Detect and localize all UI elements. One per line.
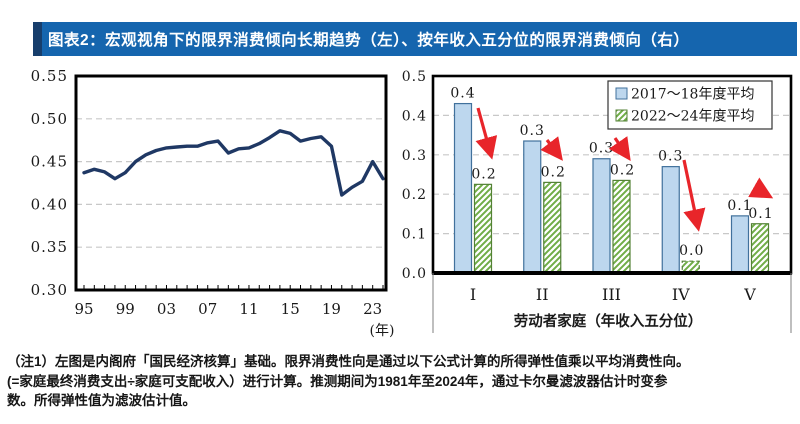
left-line-chart: 0.55 0.50 0.45 0.40 0.35 0.30 95 99 03 07 11 15 19 23…	[31, 67, 395, 339]
bar-2017-18-V	[730, 215, 750, 274]
svg-text:V: V	[743, 285, 756, 304]
bar-2017-18-III	[592, 158, 611, 274]
svg-text:II: II	[536, 285, 549, 304]
trend-arrow	[748, 177, 774, 199]
bar-2017-18-I	[453, 102, 473, 274]
x-axis-title: 劳动者家庭（年收入五分位）	[514, 312, 703, 330]
right-bar-chart: 0.50.40.30.20.10.00.40.20.30.20.30.20.30…	[402, 69, 793, 333]
bar-2022-24-II	[543, 181, 562, 274]
value-label: 0.3	[658, 149, 683, 165]
trend-arrow	[475, 107, 498, 160]
svg-text:0.50: 0.50	[31, 110, 68, 128]
svg-text:IV: IV	[672, 285, 690, 304]
x-axis-unit-label: (年)	[370, 323, 395, 339]
legend-label-2017-18: 2017～18年度平均	[631, 87, 754, 103]
legend: 2017～18年度平均 2022～24年度平均	[607, 80, 773, 130]
y-axis-labels: 0.55 0.50 0.45 0.40 0.35 0.30	[31, 67, 68, 299]
bar-2017-18-IV	[661, 166, 680, 274]
trend-arrow	[540, 136, 563, 161]
x-axis-labels: 95 99 03 07 11 15 19 23	[74, 300, 382, 318]
trend-arrow	[682, 159, 706, 232]
svg-text:0.45: 0.45	[31, 153, 68, 171]
footnote-line-2: (=家庭最终消费支出÷家庭可支配收入）进行计算。推测期间为1981年至2024年…	[7, 373, 668, 389]
value-label: 0.3	[589, 141, 614, 157]
trend-arrows	[475, 107, 774, 232]
legend-swatch-2022-24	[615, 109, 628, 122]
category-labels: I II III IV V	[470, 285, 756, 304]
value-label: 0.1	[727, 198, 752, 214]
y-axis-labels: 0.5 0.4 0.3 0.2 0.1 0.0	[402, 69, 427, 282]
bars: 0.4 0.2 0.3 0.2 0.3 0.2 0.3 0.0 0.10.1	[450, 86, 773, 274]
trend-arrow	[608, 136, 631, 161]
svg-text:I: I	[470, 285, 476, 304]
svg-text:99: 99	[116, 300, 135, 318]
svg-text:0.2: 0.2	[402, 187, 427, 203]
svg-text:23: 23	[363, 300, 382, 318]
plot-border	[74, 74, 388, 292]
line-series	[82, 129, 385, 197]
svg-text:0.0: 0.0	[402, 266, 427, 282]
svg-text:0.1: 0.1	[402, 227, 427, 243]
value-label: 0.0	[679, 243, 704, 259]
bar-2022-24-III	[612, 179, 631, 274]
bar-2022-24-I	[473, 183, 493, 274]
figure-title-bar: 图表2：宏观视角下的限界消费倾向长期趋势（左）、按年收入五分位的限界消费倾向（右…	[33, 22, 797, 56]
bar-2022-24-V	[750, 223, 770, 274]
svg-text:07: 07	[198, 300, 217, 318]
footnote: （注1）左图是内阁府「国民经济核算」基础。限界消费性向是通过以下公式计算的所得弹…	[7, 352, 797, 411]
value-label: 0.2	[610, 162, 635, 178]
value-label: 0.2	[471, 166, 496, 182]
footnote-line-3: 数。所得弹性值为滤波估计值。	[7, 393, 196, 408]
svg-text:0.4: 0.4	[402, 108, 427, 124]
svg-text:03: 03	[157, 300, 176, 318]
svg-text:95: 95	[74, 300, 93, 318]
value-label: 0.2	[541, 164, 566, 180]
figure-title: 图表2：宏观视角下的限界消费倾向长期趋势（左）、按年收入五分位的限界消费倾向（右…	[48, 32, 690, 49]
svg-text:0.30: 0.30	[31, 281, 68, 299]
value-label: 0.1	[748, 206, 773, 222]
legend-swatch-2017-18	[615, 87, 628, 100]
legend-label-2022-24: 2022～24年度平均	[631, 109, 754, 125]
svg-text:19: 19	[322, 300, 341, 318]
svg-text:III: III	[602, 285, 621, 304]
svg-text:0.5: 0.5	[402, 69, 427, 85]
svg-text:11: 11	[239, 300, 258, 318]
svg-text:0.55: 0.55	[31, 67, 68, 85]
value-label: 0.3	[520, 123, 545, 139]
svg-text:0.3: 0.3	[402, 148, 427, 164]
gridlines	[76, 118, 386, 248]
svg-text:0.35: 0.35	[31, 238, 68, 256]
bar-2017-18-II	[523, 140, 542, 274]
svg-text:15: 15	[281, 300, 300, 318]
value-label: 0.4	[450, 86, 475, 102]
svg-text:0.40: 0.40	[31, 195, 68, 213]
footnote-line-1: （注1）左图是内阁府「国民经济核算」基础。限界消费性向是通过以下公式计算的所得弹…	[7, 354, 690, 369]
